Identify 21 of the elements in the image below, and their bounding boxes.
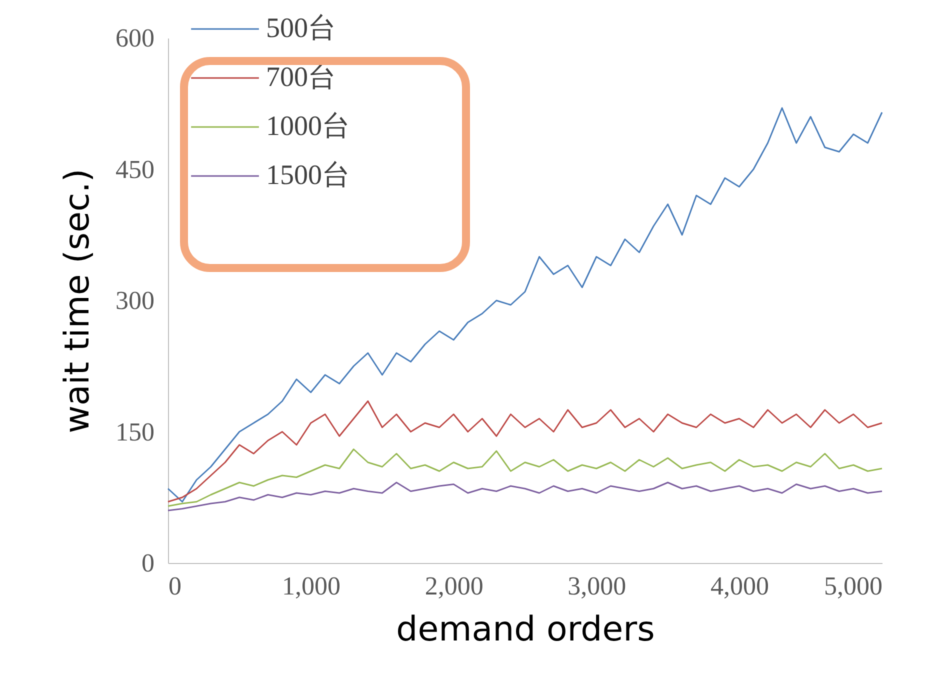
x-tick-label: 5,000 [824,572,882,600]
line-series [167,400,883,502]
x-tick-label: 0 [168,572,182,600]
legend-label: 1000台 [266,111,350,142]
line-series [167,448,883,507]
legend-label: 700台 [266,62,336,93]
y-axis-title: wait time (sec.) [58,168,98,434]
y-tick-label: 0 [142,548,154,578]
y-tick-label: 150 [116,417,154,446]
y-tick-label: 600 [116,24,154,52]
legend-label: 500台 [266,13,336,44]
y-tick-label: 300 [116,286,154,315]
legend-label: 1500台 [266,160,350,191]
x-tick-label: 1,000 [282,572,341,600]
line-series [167,107,883,502]
x-axis-title: demand orders [396,610,655,650]
y-tick-label: 450 [116,154,154,184]
x-tick-label: 3,000 [568,572,626,600]
x-tick-label: 2,000 [424,572,484,600]
x-tick-label: 4,000 [710,572,769,600]
line-series [167,482,883,512]
